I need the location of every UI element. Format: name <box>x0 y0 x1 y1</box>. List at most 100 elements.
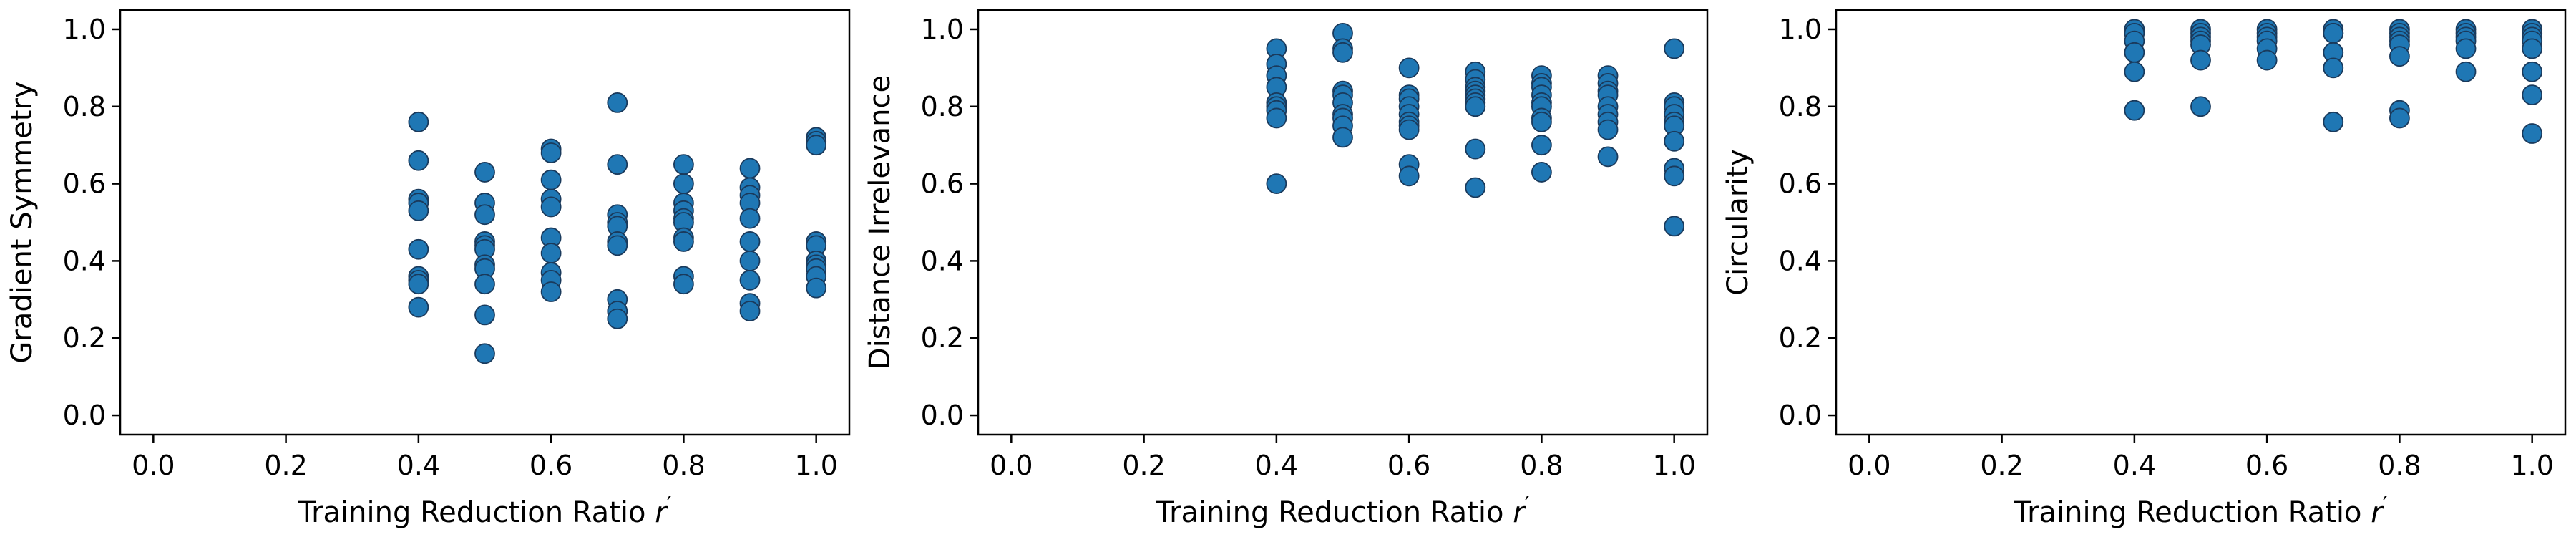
y-axis-label: Distance Irrelevance <box>864 75 897 369</box>
y-tick-label: 1.0 <box>921 14 964 45</box>
x-tick-label: 0.6 <box>1387 450 1430 481</box>
data-point-4-7 <box>1531 111 1552 132</box>
y-tick-label: 0.0 <box>921 400 964 431</box>
y-tick-label: 0.2 <box>1779 322 1822 354</box>
y-tick-label: 0.2 <box>63 322 106 354</box>
x-tick-label: 0.0 <box>990 450 1033 481</box>
data-points <box>408 92 827 364</box>
y-tick-label: 0.6 <box>921 168 964 200</box>
data-point-3-5 <box>2323 111 2344 132</box>
data-point-6-6 <box>2522 84 2543 106</box>
data-point-5-6 <box>739 251 761 271</box>
data-point-4-9 <box>673 274 694 295</box>
y-tick-label: 0.6 <box>63 168 106 200</box>
x-axis-label-symbol: r <box>655 496 668 529</box>
data-points <box>2124 19 2543 144</box>
data-point-3-9 <box>1465 177 1486 198</box>
x-tick-label: 0.4 <box>1255 450 1298 481</box>
data-point-6-2 <box>806 135 827 156</box>
data-point-6-4 <box>2522 38 2543 59</box>
data-point-0-0 <box>408 111 429 132</box>
y-tick-label: 0.8 <box>921 91 964 122</box>
x-tick-label: 0.6 <box>2245 450 2288 481</box>
data-point-1-10 <box>474 343 495 364</box>
x-axis-label-symbol: r <box>2371 496 2384 529</box>
data-point-1-9 <box>474 304 495 326</box>
data-point-6-7 <box>2522 123 2543 144</box>
data-point-2-4 <box>540 196 562 218</box>
data-point-4-8 <box>1531 135 1552 156</box>
y-axis-label: Gradient Symmetry <box>6 81 39 363</box>
data-point-5-5 <box>2455 61 2477 82</box>
data-point-0-5 <box>408 238 429 260</box>
x-tick-label: 1.0 <box>1652 450 1695 481</box>
x-tick-label: 0.2 <box>1122 450 1165 481</box>
data-point-3-4 <box>2323 57 2344 79</box>
data-point-4-7 <box>2389 107 2410 129</box>
y-tick-label: 1.0 <box>1779 14 1822 45</box>
data-point-3-7 <box>1465 96 1486 117</box>
y-tick-label: 0.8 <box>1779 91 1822 122</box>
data-point-0-1 <box>408 150 429 171</box>
axes-frame <box>977 9 1709 436</box>
data-point-1-5 <box>2190 49 2211 71</box>
x-tick-label: 0.0 <box>132 450 175 481</box>
data-point-5-9 <box>739 301 761 321</box>
data-point-3-9 <box>607 308 628 329</box>
data-point-2-6 <box>540 243 562 264</box>
x-tick-label: 0.2 <box>264 450 307 481</box>
data-point-6-5 <box>2522 61 2543 82</box>
y-axis-label: Circularity <box>1722 149 1755 296</box>
data-point-4-9 <box>1531 162 1552 183</box>
x-tick-label: 1.0 <box>794 450 837 481</box>
x-tick-label: 0.4 <box>2113 450 2156 481</box>
x-tick-label: 0.8 <box>1520 450 1563 481</box>
axes-frame <box>119 9 851 436</box>
data-point-0-4 <box>408 200 429 221</box>
data-point-0-7 <box>1266 107 1287 129</box>
data-point-5-5 <box>739 231 761 252</box>
data-point-6-9 <box>1664 216 1685 237</box>
x-axis-label: Training Reduction Ratio r′ <box>2014 493 2388 529</box>
data-point-0-8 <box>408 274 429 295</box>
chart-panel-3: 0.0 0.2 0.4 0.6 0.8 1.0 0.0 0.2 0.4 0.6 0.8 1.0 Trai… <box>1722 9 2567 529</box>
x-axis-label-symbol: r <box>1513 496 1526 529</box>
y-tick-label: 0.4 <box>921 245 964 276</box>
x-axis-label-prime: ′ <box>1525 493 1530 518</box>
data-point-3-6 <box>607 235 628 256</box>
data-point-2-9 <box>540 281 562 302</box>
x-tick-label: 0.8 <box>2378 450 2421 481</box>
data-point-5-0 <box>739 158 761 179</box>
data-point-0-4 <box>2124 61 2145 82</box>
x-tick-label: 0.8 <box>662 450 705 481</box>
data-point-1-2 <box>474 204 495 226</box>
data-point-2-2 <box>540 169 562 190</box>
x-axis-label-prime: ′ <box>2383 493 2388 518</box>
data-point-5-4 <box>2455 38 2477 59</box>
data-point-0-3 <box>2124 42 2145 63</box>
chart-panel-2: 0.0 0.2 0.4 0.6 0.8 1.0 0.0 0.2 0.4 0.6 0.8 1.0 Trai… <box>864 9 1709 529</box>
y-tick-label: 0.0 <box>63 400 106 431</box>
data-point-3-8 <box>1465 138 1486 160</box>
data-point-6-9 <box>806 277 827 299</box>
data-point-5-7 <box>739 269 761 291</box>
chart-panel-1: 0.0 0.2 0.4 0.6 0.8 1.0 0.0 0.2 0.4 0.6 0.8 1.0 Trai… <box>6 9 851 529</box>
data-point-1-8 <box>474 274 495 295</box>
y-tick-label: 0.4 <box>63 245 106 276</box>
y-tick-label: 0.4 <box>1779 245 1822 276</box>
x-tick-label: 1.0 <box>2510 450 2553 481</box>
data-point-1-0 <box>474 162 495 183</box>
data-point-3-2 <box>2323 22 2344 44</box>
x-axis-label: Training Reduction Ratio r′ <box>1156 493 1530 529</box>
data-point-6-0 <box>1664 38 1685 59</box>
data-point-1-6 <box>2190 96 2211 117</box>
x-tick-label: 0.0 <box>1848 450 1890 481</box>
x-axis-label-text: Training Reduction Ratio <box>1156 496 1513 529</box>
x-tick-label: 0.4 <box>397 450 440 481</box>
data-point-4-7 <box>673 231 694 252</box>
data-point-4-5 <box>2389 46 2410 67</box>
x-axis-label: Training Reduction Ratio r′ <box>298 493 672 529</box>
axes-frame <box>1835 9 2567 436</box>
y-tick-label: 0.0 <box>1779 400 1822 431</box>
